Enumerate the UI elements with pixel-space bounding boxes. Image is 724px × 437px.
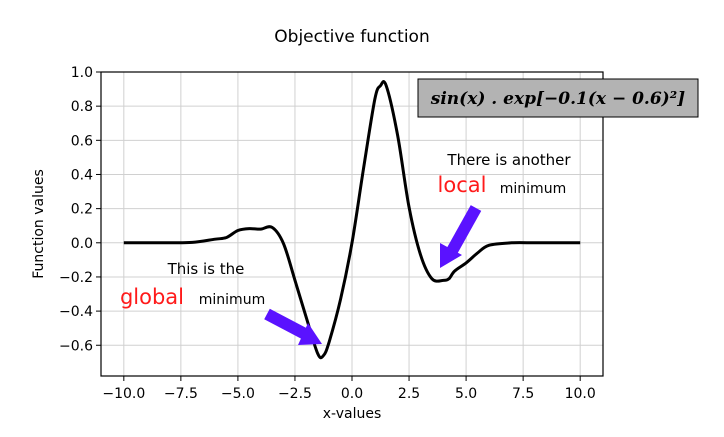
- local-annotation-minimum: minimum: [500, 181, 566, 197]
- y-tick-label: −0.6: [59, 338, 93, 354]
- x-tick-label: 2.5: [398, 386, 420, 402]
- x-tick-label: 10.0: [565, 386, 596, 402]
- series-layer: [123, 79, 581, 360]
- x-axis-label: x-values: [323, 406, 382, 422]
- y-tick-label: 1.0: [71, 65, 93, 81]
- local-annotation-highlight: local: [438, 173, 487, 197]
- grid: [101, 71, 603, 376]
- y-tick-label: 0.2: [71, 202, 93, 218]
- formula-text: sin(x) . exp[−0.1(x − 0.6)²]: [430, 89, 685, 109]
- x-tick-label: 7.5: [512, 386, 534, 402]
- y-tick-label: 0.6: [71, 133, 93, 149]
- local-arrow-head: [440, 243, 462, 268]
- x-tick-label: −2.5: [278, 386, 312, 402]
- global-arrow-head: [298, 323, 322, 345]
- x-axis-ticks: −10.0 −7.5 −5.0 −2.5 0.0 2.5 5.0 7.5 10.0: [102, 376, 596, 402]
- global-minimum-arrow: [264, 308, 322, 345]
- y-axis-ticks: −0.6 −0.4 −0.2 0.0 0.2 0.4 0.6 0.8 1.0: [59, 65, 101, 354]
- x-tick-label: −5.0: [221, 386, 255, 402]
- y-tick-label: 0.8: [71, 99, 93, 115]
- x-tick-label: 5.0: [455, 386, 477, 402]
- y-tick-label: −0.2: [59, 270, 93, 286]
- local-minimum-arrow: [440, 205, 482, 268]
- x-tick-label: 0.0: [341, 386, 363, 402]
- y-axis-label: Function values: [31, 169, 47, 279]
- formula-box: [417, 78, 699, 118]
- global-annotation-minimum: minimum: [199, 292, 265, 308]
- local-arrow-shaft: [446, 205, 482, 254]
- x-tick-label: −7.5: [164, 386, 198, 402]
- global-annotation-highlight: global: [120, 285, 184, 309]
- local-annotation-line1: There is another: [446, 151, 571, 169]
- global-arrow-shaft: [264, 308, 308, 340]
- y-tick-label: 0.4: [71, 167, 93, 183]
- global-annotation-line1: This is the: [167, 260, 245, 278]
- series-line: [123, 79, 581, 360]
- y-tick-label: −0.4: [59, 304, 93, 320]
- y-tick-label: 0.0: [71, 236, 93, 252]
- x-tick-label: −10.0: [102, 386, 145, 402]
- chart-title: Objective function: [274, 27, 429, 47]
